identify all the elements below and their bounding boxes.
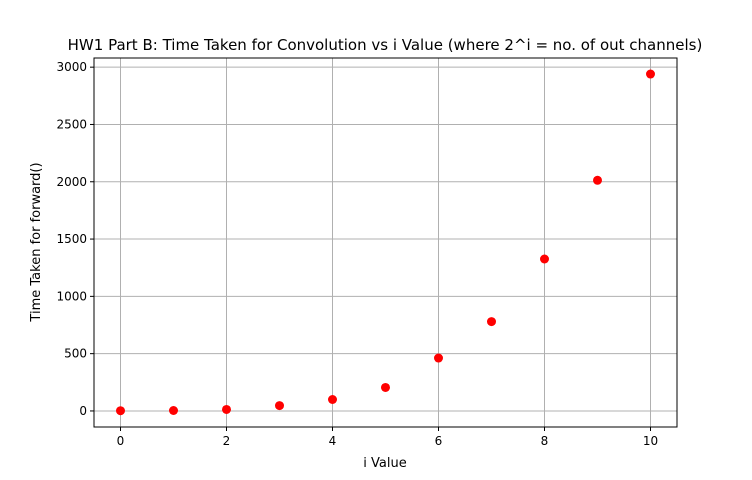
y-tick-label: 3000 [56,60,87,74]
y-tick-label: 2500 [56,117,87,131]
x-tick-label: 0 [117,434,125,448]
chart-title: HW1 Part B: Time Taken for Convolution v… [68,36,703,54]
x-tick-label: 2 [223,434,231,448]
data-point [275,401,284,411]
x-axis-label: i Value [363,456,406,471]
y-tick-label: 1000 [56,289,87,303]
data-point [593,175,602,185]
x-tick-label: 10 [643,434,658,448]
data-point [487,317,496,327]
x-tick-label: 8 [541,434,549,448]
data-point [646,69,655,79]
data-point [540,254,549,264]
data-point [328,394,337,404]
x-tick-label: 4 [329,434,337,448]
data-points [116,69,655,416]
y-tick-label: 2000 [56,175,87,189]
plot-frame [93,57,678,428]
data-point [381,382,390,392]
y-axis-label: Time Taken for forward() [29,162,44,322]
y-tick-label: 500 [64,347,87,361]
data-point [169,405,178,415]
y-tick-label: 0 [79,404,87,418]
axis-ticks: 0 2 4 6 8 10 0 500 1000 1500 2000 2500 3000 [56,60,658,448]
y-tick-label: 1500 [56,232,87,246]
grid [94,58,677,427]
data-point [116,406,125,416]
data-point [434,353,443,363]
data-point [222,404,231,414]
x-tick-label: 6 [435,434,443,448]
